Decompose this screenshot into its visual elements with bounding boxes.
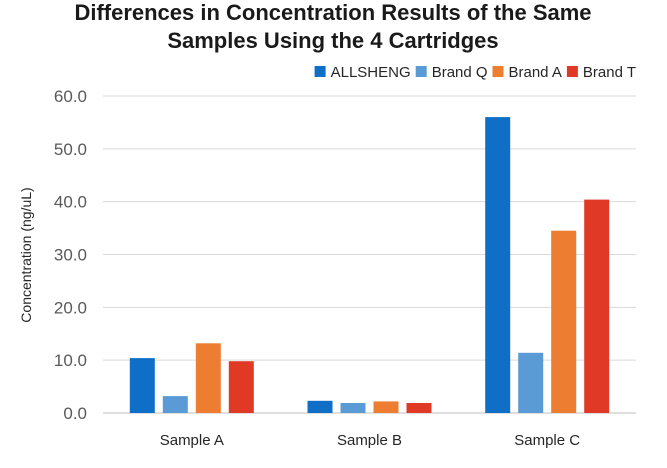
bar-brand-q-sample-c xyxy=(518,352,544,413)
bar-brand-q-sample-a xyxy=(162,396,188,413)
chart-title-line-2: Samples Using the 4 Cartridges xyxy=(167,28,498,53)
bar-brand-t-sample-c xyxy=(584,199,610,413)
y-tick-label: 40.0 xyxy=(54,193,87,212)
x-category-label: Sample A xyxy=(160,432,224,449)
y-axis-title: Concentration (ng/uL) xyxy=(18,187,34,322)
legend-swatch xyxy=(566,66,578,77)
legend-swatch xyxy=(415,66,427,77)
legend: ALLSHENG Brand Q Brand A Brand T xyxy=(314,64,636,81)
bar-brand-a-sample-c xyxy=(551,230,577,413)
x-category-label: Sample B xyxy=(337,432,402,449)
chart-title-line-1: Differences in Concentration Results of … xyxy=(74,0,591,25)
gridlines xyxy=(103,95,636,414)
bar-allsheng-sample-b xyxy=(307,400,333,413)
x-category-label: Sample C xyxy=(514,432,580,449)
legend-label: Brand A xyxy=(509,64,562,81)
bar-brand-t-sample-a xyxy=(228,361,254,413)
legend-swatch xyxy=(314,66,326,77)
legend-swatch xyxy=(492,66,504,77)
legend-label: ALLSHENG xyxy=(331,64,411,81)
legend-label: Brand Q xyxy=(432,64,488,81)
y-tick-label: 30.0 xyxy=(54,246,87,265)
bars xyxy=(129,117,610,413)
y-tick-label: 20.0 xyxy=(54,298,87,317)
x-axis-categories: Sample A Sample B Sample C xyxy=(160,432,581,449)
y-tick-label: 10.0 xyxy=(54,351,87,370)
bar-brand-a-sample-b xyxy=(373,401,399,413)
bar-brand-q-sample-b xyxy=(340,403,366,413)
bar-brand-a-sample-a xyxy=(195,343,221,413)
y-axis-ticks: 0.0 10.0 20.0 30.0 40.0 50.0 60.0 xyxy=(54,87,87,423)
y-tick-label: 60.0 xyxy=(54,87,87,106)
bar-allsheng-sample-c xyxy=(485,117,511,413)
legend-label: Brand T xyxy=(583,64,636,81)
bar-brand-t-sample-b xyxy=(406,403,432,413)
y-tick-label: 50.0 xyxy=(54,140,87,159)
y-tick-label: 0.0 xyxy=(63,404,87,423)
bar-allsheng-sample-a xyxy=(129,358,155,413)
